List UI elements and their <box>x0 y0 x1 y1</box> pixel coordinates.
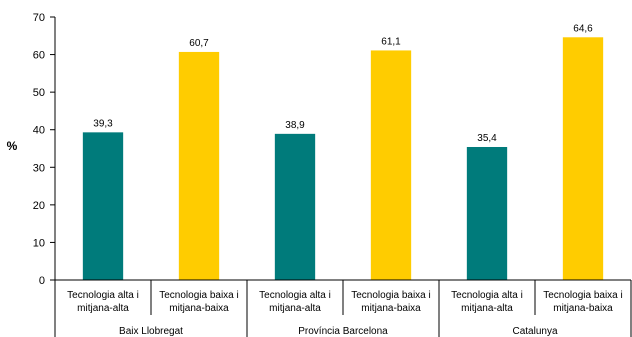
data-label: 60,7 <box>189 38 209 49</box>
bar-baixa <box>178 51 220 280</box>
category-label: Tecnologia alta i mitjana-alta <box>259 290 331 314</box>
data-label: 61,1 <box>381 36 401 47</box>
y-tick-label: 10 <box>33 237 45 249</box>
category-label: Tecnologia alta i mitjana-alta <box>67 290 139 314</box>
y-axis-title: % <box>7 139 18 153</box>
category-label-line: Tecnologia alta i <box>67 290 139 301</box>
y-tick-label: 60 <box>33 50 45 62</box>
data-label: 35,4 <box>477 133 497 144</box>
group-label: Baix Llobregat <box>119 326 183 337</box>
category-label-line: mitjana-baixa <box>553 303 613 314</box>
bars: 39,3 60,7 38,9 61,1 35,4 64,6 <box>82 23 604 281</box>
category-label: Tecnologia baixa i mitjana-baixa <box>351 290 431 314</box>
category-label-line: mitjana-alta <box>77 303 129 314</box>
bar-alta <box>82 132 124 280</box>
category-label: Tecnologia alta i mitjana-alta <box>451 290 523 314</box>
category-label-line: Tecnologia baixa i <box>543 290 623 301</box>
bar-baixa <box>370 50 412 281</box>
category-label-line: mitjana-baixa <box>361 303 421 314</box>
category-label-line: Tecnologia alta i <box>451 290 523 301</box>
y-tick-label: 40 <box>33 125 45 137</box>
group-label: Província Barcelona <box>298 326 388 337</box>
y-tick-label: 20 <box>33 200 45 212</box>
bar-alta <box>466 146 508 280</box>
group-label: Catalunya <box>512 326 557 337</box>
y-axis: 0 10 20 30 40 50 60 70 <box>33 12 56 287</box>
data-label: 39,3 <box>93 118 113 129</box>
bar-baixa <box>562 37 604 280</box>
category-label-line: Tecnologia baixa i <box>159 290 239 301</box>
x-axis: Tecnologia alta i mitjana-altaTecnologia … <box>54 279 632 337</box>
category-label-line: mitjana-alta <box>269 303 321 314</box>
category-label-line: mitjana-alta <box>461 303 513 314</box>
data-label: 64,6 <box>573 23 593 34</box>
data-label: 38,9 <box>285 120 305 131</box>
bar-alta <box>274 133 316 280</box>
category-label-line: Tecnologia alta i <box>259 290 331 301</box>
y-tick-label: 0 <box>39 275 45 287</box>
category-label-line: mitjana-baixa <box>169 303 229 314</box>
y-tick-label: 30 <box>33 162 45 174</box>
category-label: Tecnologia baixa i mitjana-baixa <box>159 290 239 314</box>
y-tick-label: 70 <box>33 12 45 24</box>
category-label-line: Tecnologia baixa i <box>351 290 431 301</box>
y-tick-label: 50 <box>33 87 45 99</box>
category-label: Tecnologia baixa i mitjana-baixa <box>543 290 623 314</box>
